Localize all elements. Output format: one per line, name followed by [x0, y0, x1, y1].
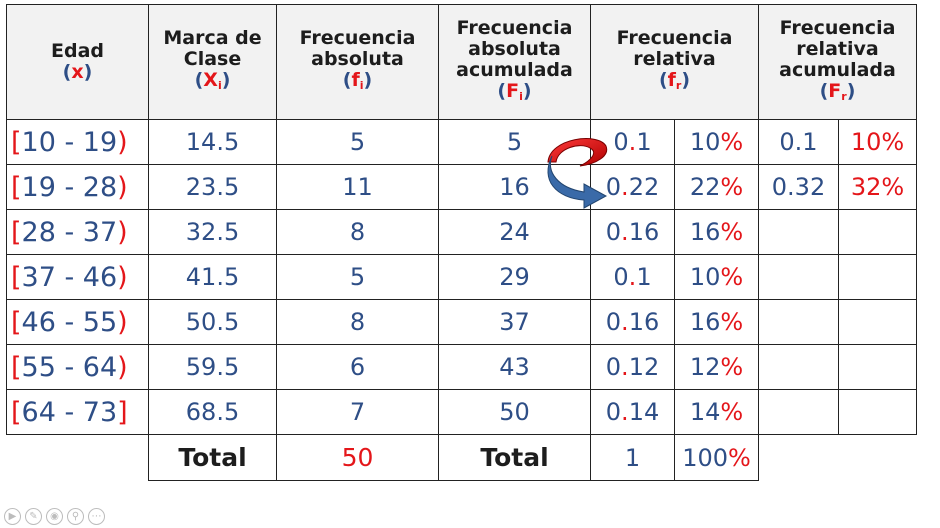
blank-cell: [759, 435, 839, 481]
more-icon[interactable]: ⋯: [88, 508, 105, 525]
fi-cell: 5: [276, 119, 439, 165]
marca-clase-cell: 68.5: [148, 389, 277, 435]
fr-cell: 0.1: [590, 254, 675, 300]
fr-cell: 0.16: [590, 299, 675, 345]
marca-clase-cell: 14.5: [148, 119, 277, 165]
Fr-cell: 0.32: [758, 164, 839, 210]
fr-pct-cell: 10%: [674, 254, 759, 300]
fi-cell: 11: [276, 164, 439, 210]
table-row: [64 - 73] 68.5 7 50 0.14 14%: [6, 389, 917, 435]
marca-clase-cell: 59.5: [148, 344, 277, 390]
Fr-cell: [758, 299, 839, 345]
fr-pct-cell: 16%: [674, 209, 759, 255]
age-interval: [19 - 28): [6, 164, 149, 210]
frequency-table: Edad (x) Marca de Clase (Xi) Frecuencia …: [6, 4, 917, 481]
Fr-pct-cell: [838, 254, 917, 300]
Fi-cell: 37: [438, 299, 591, 345]
zoom-icon[interactable]: ◉: [46, 508, 63, 525]
Fr-cell: [758, 344, 839, 390]
age-interval: [46 - 55): [6, 299, 149, 345]
fr-total: 1: [590, 434, 675, 481]
fr-cell: 0.16: [590, 209, 675, 255]
Fr-pct-cell: [838, 344, 917, 390]
fr-cell: 0.14: [590, 389, 675, 435]
table-row: [10 - 19) 14.5 5 5 0.1 10% 0.1 10%: [6, 119, 917, 165]
edit-icon[interactable]: ✎: [25, 508, 42, 525]
fr-cell: 0.12: [590, 344, 675, 390]
fr-pct-cell: 12%: [674, 344, 759, 390]
age-interval: [64 - 73]: [6, 389, 149, 435]
header-frecuencia-absoluta: Frecuencia absoluta (fi): [276, 4, 439, 120]
total-label-2: Total: [438, 434, 591, 481]
header-frecuencia-absoluta-acumulada: Frecuencia absoluta acumulada (Fi): [438, 4, 591, 120]
Fr-cell: 0.1: [758, 119, 839, 165]
Fr-cell: [758, 389, 839, 435]
age-interval: [10 - 19): [6, 119, 149, 165]
table-body: [10 - 19) 14.5 5 5 0.1 10% 0.1 10% [19 - 28) 23.5…: [6, 119, 917, 435]
fi-cell: 8: [276, 209, 439, 255]
totals-row: Total 50 Total 1 100%: [7, 434, 917, 481]
fr-pct-cell: 22%: [674, 164, 759, 210]
Fi-cell: 43: [438, 344, 591, 390]
age-interval: [55 - 64): [6, 344, 149, 390]
fi-cell: 7: [276, 389, 439, 435]
Fr-pct-cell: [838, 209, 917, 255]
marca-clase-cell: 41.5: [148, 254, 277, 300]
header-marca-de-clase: Marca de Clase (Xi): [148, 4, 277, 120]
fi-cell: 8: [276, 299, 439, 345]
search-icon[interactable]: ⚲: [67, 508, 84, 525]
table-row: [55 - 64) 59.5 6 43 0.12 12%: [6, 344, 917, 390]
fi-total: 50: [276, 434, 439, 481]
table-row: [28 - 37) 32.5 8 24 0.16 16%: [6, 209, 917, 255]
age-interval: [37 - 46): [6, 254, 149, 300]
Fi-cell: 24: [438, 209, 591, 255]
marca-clase-cell: 23.5: [148, 164, 277, 210]
marca-clase-cell: 32.5: [148, 209, 277, 255]
curved-arrow-icon: [547, 138, 608, 209]
age-interval: [28 - 37): [6, 209, 149, 255]
header-frecuencia-relativa: Frecuencia relativa (fr): [590, 4, 759, 120]
fi-cell: 5: [276, 254, 439, 300]
Fi-cell: 29: [438, 254, 591, 300]
table-row: [46 - 55) 50.5 8 37 0.16 16%: [6, 299, 917, 345]
fr-cell: 0.22: [590, 164, 675, 210]
header-frecuencia-relativa-acumulada: Frecuencia relativa acumulada (Fr): [758, 4, 917, 120]
pct-total: 100%: [674, 434, 759, 481]
Fr-cell: [758, 209, 839, 255]
fr-pct-cell: 10%: [674, 119, 759, 165]
Fr-pct-cell: 32%: [838, 164, 917, 210]
Fr-cell: [758, 254, 839, 300]
fi-cell: 6: [276, 344, 439, 390]
header-edad: Edad (x): [6, 4, 149, 120]
Fr-pct-cell: [838, 299, 917, 345]
Fr-pct-cell: [838, 389, 917, 435]
Fr-pct-cell: 10%: [838, 119, 917, 165]
table-row: [19 - 28) 23.5 11 16 0.22 22% 0.32 32%: [6, 164, 917, 210]
fr-cell: 0.1: [590, 119, 675, 165]
total-label: Total: [148, 434, 277, 481]
marca-clase-cell: 50.5: [148, 299, 277, 345]
fr-pct-cell: 14%: [674, 389, 759, 435]
fr-pct-cell: 16%: [674, 299, 759, 345]
table-row: [37 - 46) 41.5 5 29 0.1 10%: [6, 254, 917, 300]
play-icon[interactable]: ▶: [4, 508, 21, 525]
blank-cell: [7, 435, 149, 481]
slide-controls: ▶ ✎ ◉ ⚲ ⋯: [4, 508, 105, 525]
blank-cell: [839, 435, 917, 481]
Fi-cell: 50: [438, 389, 591, 435]
